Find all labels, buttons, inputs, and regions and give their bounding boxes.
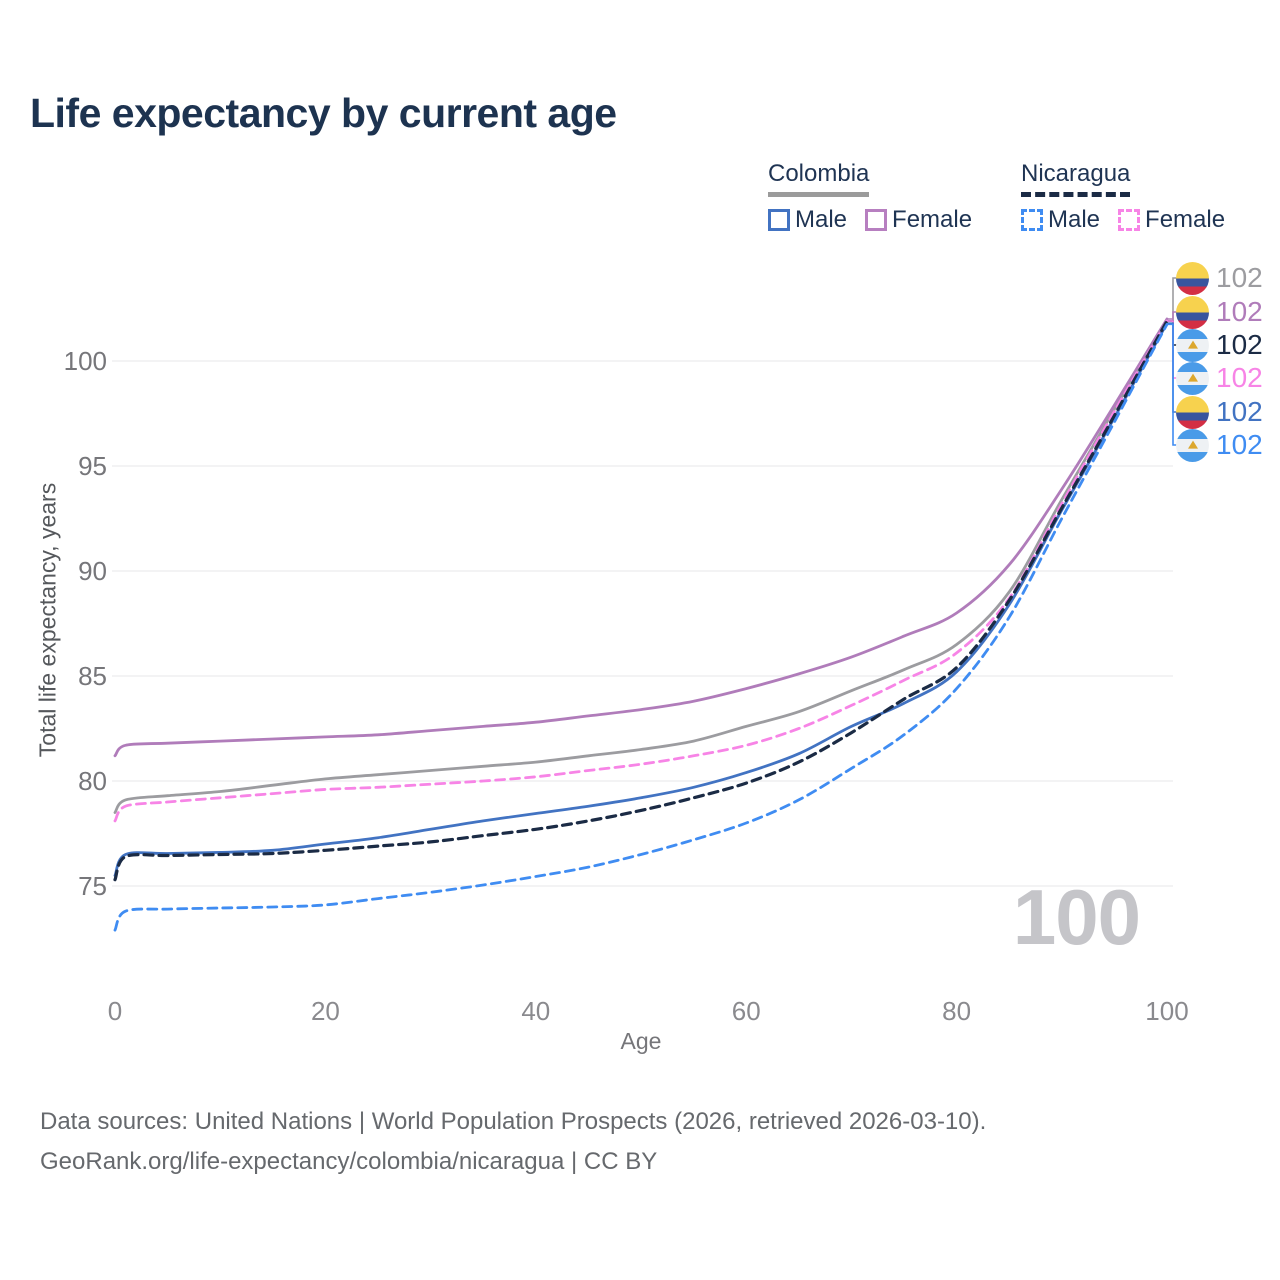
y-tick-85: 85 [78,661,107,691]
end-label-colombia-female[interactable]: 102 [1176,295,1263,329]
legend-group-nicaragua: Nicaragua Male Female [1021,160,1243,234]
end-label-colombia-all[interactable]: 102 [1176,261,1263,295]
leader-line-nicaragua-male [1168,323,1177,446]
colombia-flag-icon [1176,395,1209,429]
end-value: 102 [1216,429,1263,460]
end-value: 102 [1216,329,1263,360]
legend-item-colombia-male[interactable]: Male [768,206,847,234]
end-label-nicaragua-all[interactable]: 102 [1176,328,1263,362]
leader-line-colombia-female [1168,311,1177,320]
end-label-nicaragua-female[interactable]: 102 [1176,361,1263,395]
y-tick-90: 90 [78,556,107,586]
nicaragua-flag-icon [1176,361,1209,395]
legend-item-nicaragua-male[interactable]: Male [1021,206,1100,234]
legend-group-colombia: Colombia Male Female [768,160,990,234]
footer-attribution: GeoRank.org/life-expectancy/colombia/nic… [40,1148,658,1175]
x-axis-title: Age [620,1028,662,1054]
x-tick-0: 0 [108,996,122,1026]
legend-swatch-icon [768,209,790,231]
x-tick-40: 40 [521,996,550,1026]
series-line-nicaragua-all[interactable] [113,319,1169,882]
colombia-flag-icon [1176,295,1209,329]
legend-item-colombia-female[interactable]: Female [865,206,972,234]
nicaragua-flag-icon [1176,428,1209,462]
x-tick-80: 80 [942,996,971,1026]
legend-item-label: Female [892,206,973,233]
end-label-nicaragua-male[interactable]: 102 [1176,428,1263,462]
end-label-colombia-male[interactable]: 102 [1176,395,1263,429]
colombia-flag-icon [1176,261,1209,295]
end-value: 102 [1216,296,1263,327]
x-tick-100: 100 [1145,996,1188,1026]
legend-item-label: Male [795,206,848,233]
y-tick-100: 100 [64,346,107,376]
series-line-nicaragua-male[interactable] [113,322,1169,932]
legend-item-label: Male [1048,206,1101,233]
age-watermark: 100 [1012,873,1141,961]
legend-swatch-icon [865,209,888,231]
end-value: 102 [1216,362,1263,393]
footer-data-sources: Data sources: United Nations | World Pop… [40,1108,987,1135]
series-line-colombia-all[interactable] [113,319,1169,814]
legend-item-nicaragua-female[interactable]: Female [1118,206,1225,234]
legend-country-nicaragua[interactable]: Nicaragua [1021,160,1131,197]
y-tick-75: 75 [78,871,107,901]
series-line-colombia-male[interactable] [113,321,1169,877]
legend-swatch-icon [1118,209,1141,231]
y-tick-95: 95 [78,451,107,481]
x-tick-20: 20 [311,996,340,1026]
nicaragua-flag-icon [1176,328,1209,362]
legend-item-label: Female [1145,206,1226,233]
end-value: 102 [1216,262,1263,293]
end-value: 102 [1216,396,1263,427]
legend-swatch-icon [1021,209,1043,231]
chart-title: Life expectancy by current age [30,90,617,136]
series-line-colombia-female[interactable] [113,317,1169,758]
legend-country-colombia[interactable]: Colombia [768,160,870,197]
y-tick-80: 80 [78,766,107,796]
x-tick-60: 60 [732,996,761,1026]
